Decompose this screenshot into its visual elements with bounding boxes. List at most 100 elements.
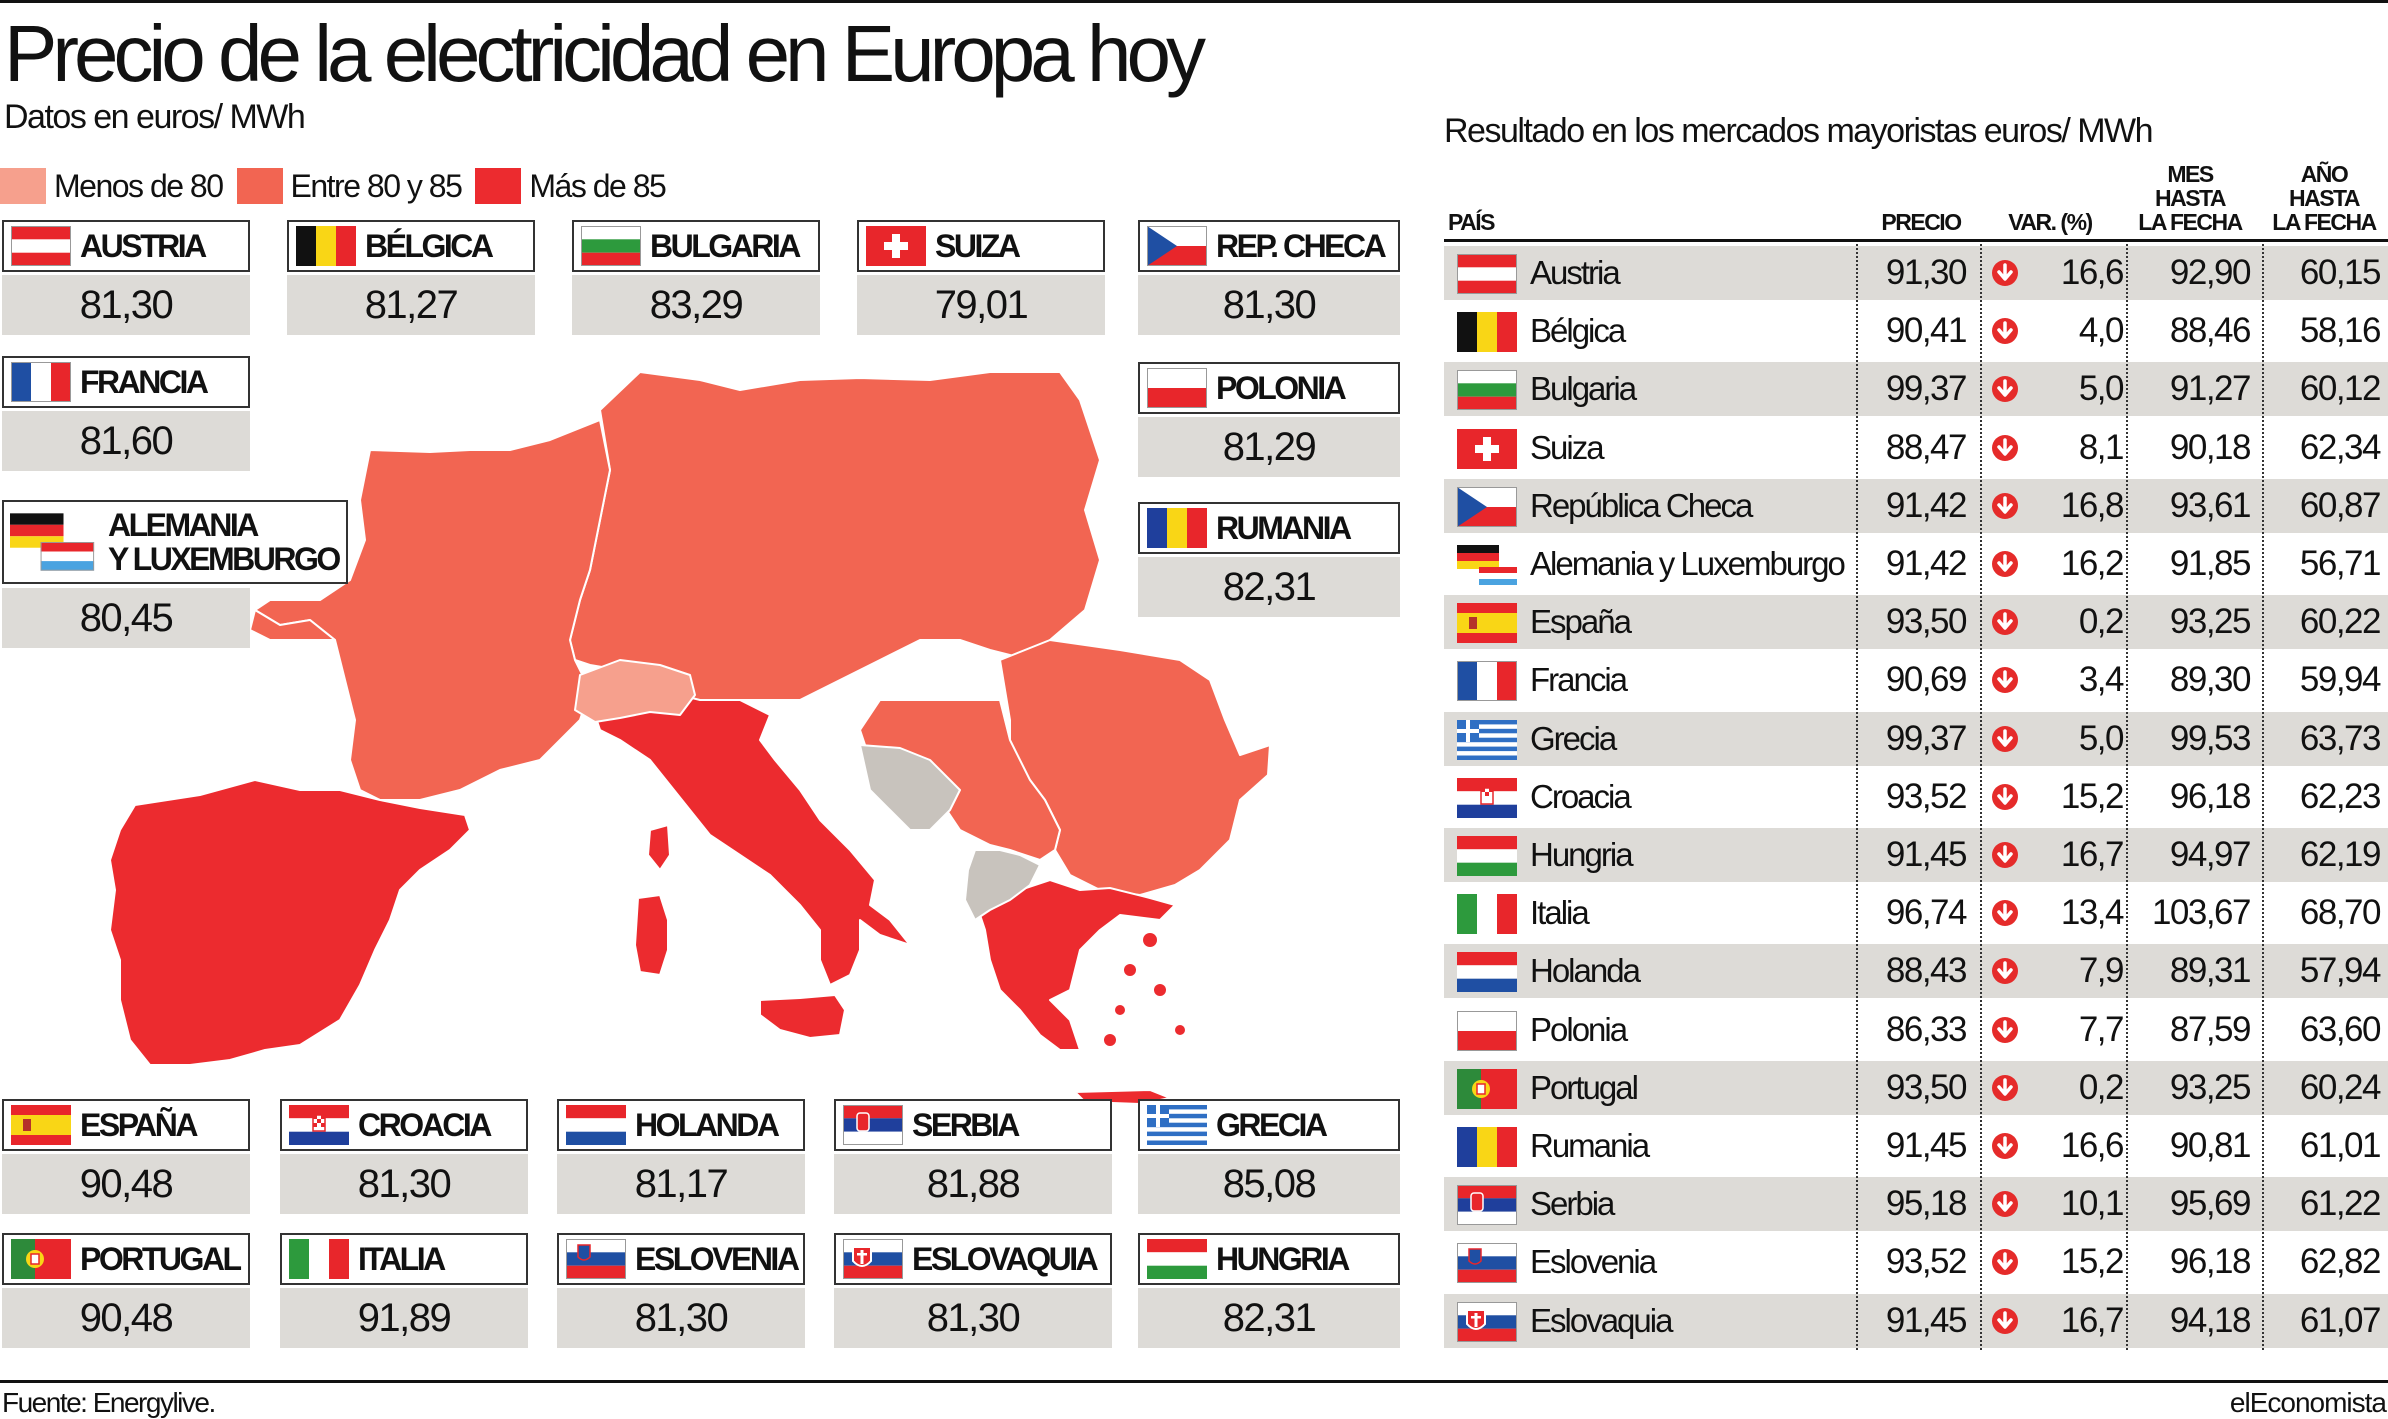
card-value: 81,27 xyxy=(287,275,535,335)
row-price: 90,69 xyxy=(1885,660,1968,700)
table-row: Eslovenia 93,52 15,2 96,18 62,82 xyxy=(1444,1235,2388,1289)
column-divider xyxy=(2126,244,2128,1350)
austria-flag-icon xyxy=(1457,254,1517,294)
header-mes: MES HASTA LA FECHA xyxy=(2138,161,2243,235)
table-row: España 93,50 0,2 93,25 60,22 xyxy=(1444,595,2388,650)
card-country-name: HOLANDA xyxy=(635,1107,780,1143)
row-variation: 0,2 xyxy=(2078,602,2125,642)
country-card-serbia: SERBIA 81,88 xyxy=(834,1099,1112,1214)
down-arrow-icon xyxy=(1992,609,2018,636)
card-country-name: AUSTRIA xyxy=(80,228,207,264)
row-variation: 13,4 xyxy=(2060,893,2125,933)
row-month-to-date: 89,30 xyxy=(2169,660,2252,700)
row-price: 93,50 xyxy=(1885,1067,1968,1107)
row-variation: 16,6 xyxy=(2060,253,2125,292)
legend-swatch-high xyxy=(475,168,522,204)
france-flag-icon xyxy=(1457,661,1517,702)
row-country: Rumania xyxy=(1530,1127,1650,1164)
card-header: GRECIA xyxy=(1138,1099,1400,1151)
card-header: ALEMANIA Y LUXEMBURGO xyxy=(2,500,348,584)
card-value: 81,30 xyxy=(557,1288,805,1348)
row-variation: 0,2 xyxy=(2078,1067,2125,1107)
row-month-to-date: 95,69 xyxy=(2169,1184,2252,1224)
poland-flag-icon xyxy=(1147,368,1207,408)
map-region-france xyxy=(254,419,611,801)
table-row: Grecia 99,37 5,0 99,53 63,73 xyxy=(1444,711,2388,766)
row-month-to-date: 99,53 xyxy=(2169,718,2252,758)
poland-flag-icon xyxy=(1457,1010,1517,1051)
card-country-name: REP. CHECA xyxy=(1216,228,1387,264)
map-region-sardinia xyxy=(634,894,669,976)
card-header: ESLOVAQUIA xyxy=(834,1233,1112,1285)
row-year-to-date: 62,19 xyxy=(2299,835,2382,874)
card-country-name: HUNGRIA xyxy=(1216,1241,1350,1277)
table-row: Serbia 95,18 10,1 95,69 61,22 xyxy=(1444,1177,2388,1232)
card-country-name: ESLOVAQUIA xyxy=(912,1241,1099,1277)
map-islands-aegean xyxy=(1104,933,1185,1046)
row-price: 91,45 xyxy=(1885,1300,1968,1340)
card-value: 91,89 xyxy=(280,1288,528,1348)
map-region-bosnia xyxy=(859,744,961,831)
row-country: Portugal xyxy=(1530,1068,1639,1106)
serbia-flag-icon xyxy=(843,1105,903,1145)
country-card-slovenia: ESLOVENIA 81,30 xyxy=(557,1233,805,1348)
portugal-flag-icon xyxy=(11,1239,71,1279)
row-year-to-date: 62,34 xyxy=(2299,427,2382,467)
card-value: 81,88 xyxy=(834,1154,1112,1214)
card-country-name: CROACIA xyxy=(358,1107,492,1143)
header-ano: AÑO HASTA LA FECHA xyxy=(2272,161,2377,235)
map-region-albania-montenegro xyxy=(964,849,1041,921)
map-region-switzerland xyxy=(574,659,696,723)
card-header: REP. CHECA xyxy=(1138,220,1400,272)
down-arrow-icon xyxy=(1992,783,2018,810)
czech-flag-icon xyxy=(1147,226,1207,266)
card-country-name: BULGARIA xyxy=(650,228,801,264)
row-year-to-date: 62,82 xyxy=(2299,1242,2382,1282)
down-arrow-icon xyxy=(1992,842,2018,868)
legend-swatch-low xyxy=(0,168,46,204)
map-island xyxy=(1115,1005,1125,1015)
card-header: CROACIA xyxy=(280,1099,528,1151)
row-year-to-date: 60,87 xyxy=(2299,485,2382,525)
card-header: FRANCIA xyxy=(2,356,250,408)
table-row: Rumania 91,45 16,6 90,81 61,01 xyxy=(1444,1119,2388,1173)
netherlands-flag-icon xyxy=(566,1105,626,1145)
netherlands-flag-icon xyxy=(1457,952,1517,993)
card-header: ESPAÑA xyxy=(2,1099,250,1151)
row-country: Austria xyxy=(1530,254,1621,291)
card-header: ITALIA xyxy=(280,1233,528,1285)
country-card-italy: ITALIA 91,89 xyxy=(280,1233,528,1348)
row-variation: 16,7 xyxy=(2060,1300,2125,1340)
row-variation: 16,2 xyxy=(2060,544,2125,583)
map-island xyxy=(1104,1034,1116,1046)
header-var: VAR. (%) xyxy=(2008,209,2093,235)
country-card-czech: REP. CHECA 81,30 xyxy=(1138,220,1400,335)
table-row: Suiza 88,47 8,1 90,18 62,34 xyxy=(1444,421,2388,475)
row-variation: 15,2 xyxy=(2060,1242,2125,1282)
card-value: 81,30 xyxy=(834,1288,1112,1348)
germany-luxembourg-flag-icon xyxy=(1457,545,1517,585)
legend-item-low: Menos de 80 xyxy=(0,168,224,205)
card-header: BULGARIA xyxy=(572,220,820,272)
row-variation: 16,7 xyxy=(2060,835,2125,874)
down-arrow-icon xyxy=(1992,551,2018,577)
chart-title: Precio de la electricidad en Europa hoy xyxy=(4,9,1206,98)
country-card-spain: ESPAÑA 90,48 xyxy=(2,1099,250,1214)
header-rule xyxy=(1444,239,2388,242)
down-arrow-icon xyxy=(1992,1307,2018,1334)
card-value: 81,30 xyxy=(1138,275,1400,335)
slovakia-flag-icon xyxy=(843,1239,903,1279)
row-month-to-date: 93,61 xyxy=(2169,485,2252,525)
greece-flag-icon xyxy=(1147,1105,1207,1145)
country-card-switzerland: SUIZA 79,01 xyxy=(857,220,1105,335)
row-variation: 4,0 xyxy=(2078,311,2125,351)
row-country: Grecia xyxy=(1530,719,1617,757)
row-year-to-date: 63,60 xyxy=(2299,1009,2382,1049)
spain-flag-icon xyxy=(1457,603,1517,644)
croatia-flag-icon xyxy=(1457,777,1517,818)
country-card-greece: GRECIA 85,08 xyxy=(1138,1099,1400,1214)
card-value: 81,30 xyxy=(280,1154,528,1214)
table-row: República Checa 91,42 16,8 93,61 60,87 xyxy=(1444,478,2388,533)
card-value: 82,31 xyxy=(1138,557,1400,617)
card-value: 81,17 xyxy=(557,1154,805,1214)
